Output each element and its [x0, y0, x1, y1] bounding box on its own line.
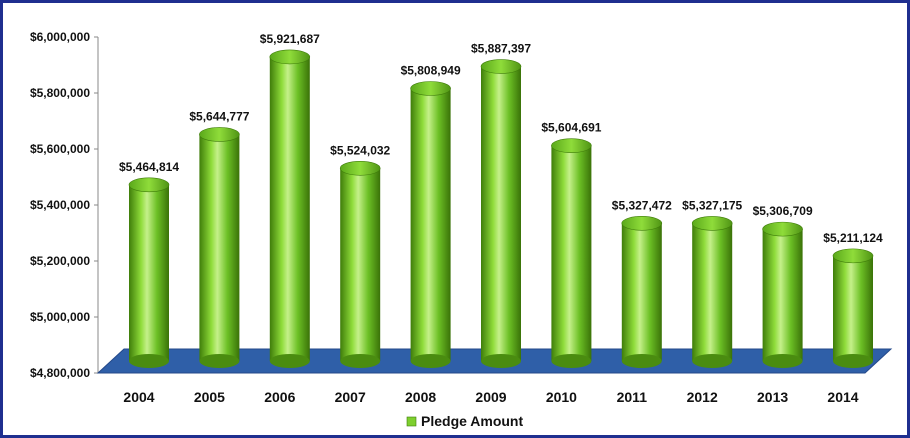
legend-swatch	[406, 416, 417, 427]
data-label-2006: $5,921,687	[260, 32, 320, 46]
bar-top	[621, 216, 663, 231]
data-label-2010: $5,604,691	[541, 121, 601, 135]
y-axis: $4,800,000 $5,000,000 $5,200,000 $5,400,000…	[30, 30, 99, 380]
bar-body	[340, 168, 381, 361]
y-tick-label: $5,200,000	[30, 254, 90, 268]
bar-base	[762, 354, 803, 368]
bar-body	[551, 145, 592, 361]
bar-base	[551, 354, 592, 368]
bar-2013	[762, 221, 803, 368]
x-tick-label-2014: 2014	[827, 389, 858, 405]
bar-2011	[621, 216, 663, 368]
bar-top	[551, 138, 592, 153]
bars	[128, 49, 874, 368]
bar-base	[692, 354, 733, 368]
data-label-2012: $5,327,175	[682, 198, 742, 212]
bar-2009	[480, 59, 522, 368]
data-label-2008: $5,808,949	[401, 63, 461, 77]
data-label-2009: $5,887,397	[471, 42, 531, 56]
y-tick-label: $5,400,000	[30, 198, 90, 212]
bar-2012	[691, 216, 733, 368]
bar-top	[480, 59, 522, 74]
bar-base	[481, 354, 521, 368]
y-tick-label: $4,800,000	[30, 366, 90, 380]
data-label-2007: $5,524,032	[330, 143, 390, 157]
bar-body	[621, 223, 662, 361]
x-tick-label-2009: 2009	[475, 389, 506, 405]
y-tick-label: $6,000,000	[30, 30, 90, 44]
legend: Pledge Amount	[406, 413, 523, 429]
bar-top	[128, 177, 170, 193]
bar-top	[410, 81, 451, 96]
bar-body	[410, 88, 451, 362]
y-tick-label: $5,600,000	[30, 142, 90, 156]
bar-base	[269, 354, 310, 368]
y-tick-label: $5,000,000	[30, 310, 90, 324]
bar-2010	[551, 138, 592, 368]
bar-top	[199, 127, 240, 142]
bar-body	[762, 229, 803, 361]
bar-2014	[832, 248, 874, 368]
bar-base	[410, 354, 451, 368]
legend-label: Pledge Amount	[421, 413, 523, 429]
bar-base	[199, 354, 240, 368]
bar-top	[269, 49, 311, 65]
data-label-2013: $5,306,709	[753, 204, 813, 218]
bar-2008	[410, 81, 451, 368]
bar-2006	[269, 49, 311, 368]
chart: $4,800,000 $5,000,000 $5,200,000 $5,400,000…	[30, 30, 893, 429]
x-tick-label-2005: 2005	[194, 389, 225, 405]
x-tick-label-2006: 2006	[264, 389, 295, 405]
data-label-2005: $5,644,777	[189, 109, 249, 123]
bar-base	[833, 354, 873, 368]
x-tick-label-2010: 2010	[546, 389, 577, 405]
x-axis-labels: 2004 2005 2006 2007 2008 2009 2010 2011 2012 2013…	[123, 389, 858, 405]
bar-base	[621, 354, 662, 368]
data-label-2014: $5,211,124	[823, 231, 883, 245]
bar-body	[481, 66, 521, 361]
bar-base	[340, 354, 381, 368]
bar-top	[832, 248, 874, 264]
x-tick-label-2008: 2008	[405, 389, 436, 405]
bar-2004	[128, 177, 170, 368]
x-tick-label-2007: 2007	[335, 389, 366, 405]
x-tick-label-2004: 2004	[123, 389, 154, 405]
data-label-2004: $5,464,814	[119, 160, 179, 174]
y-tick-label: $5,800,000	[30, 86, 90, 100]
bar-top	[339, 160, 381, 176]
data-label-2011: $5,327,472	[612, 198, 672, 212]
bar-body	[129, 184, 169, 361]
bar-body	[833, 255, 873, 361]
bar-top	[691, 216, 733, 231]
bar-body	[199, 134, 240, 361]
x-tick-label-2013: 2013	[757, 389, 788, 405]
bar-2007	[339, 160, 381, 368]
bar-top	[762, 221, 803, 237]
bar-body	[269, 56, 310, 361]
x-tick-label-2011: 2011	[617, 389, 648, 405]
bar-2005	[199, 127, 240, 368]
bar-body	[692, 223, 733, 361]
bar-base	[129, 354, 169, 368]
data-labels: $5,464,814 $5,644,777 $5,921,687 $5,524,032…	[119, 32, 883, 245]
x-tick-label-2012: 2012	[687, 389, 718, 405]
